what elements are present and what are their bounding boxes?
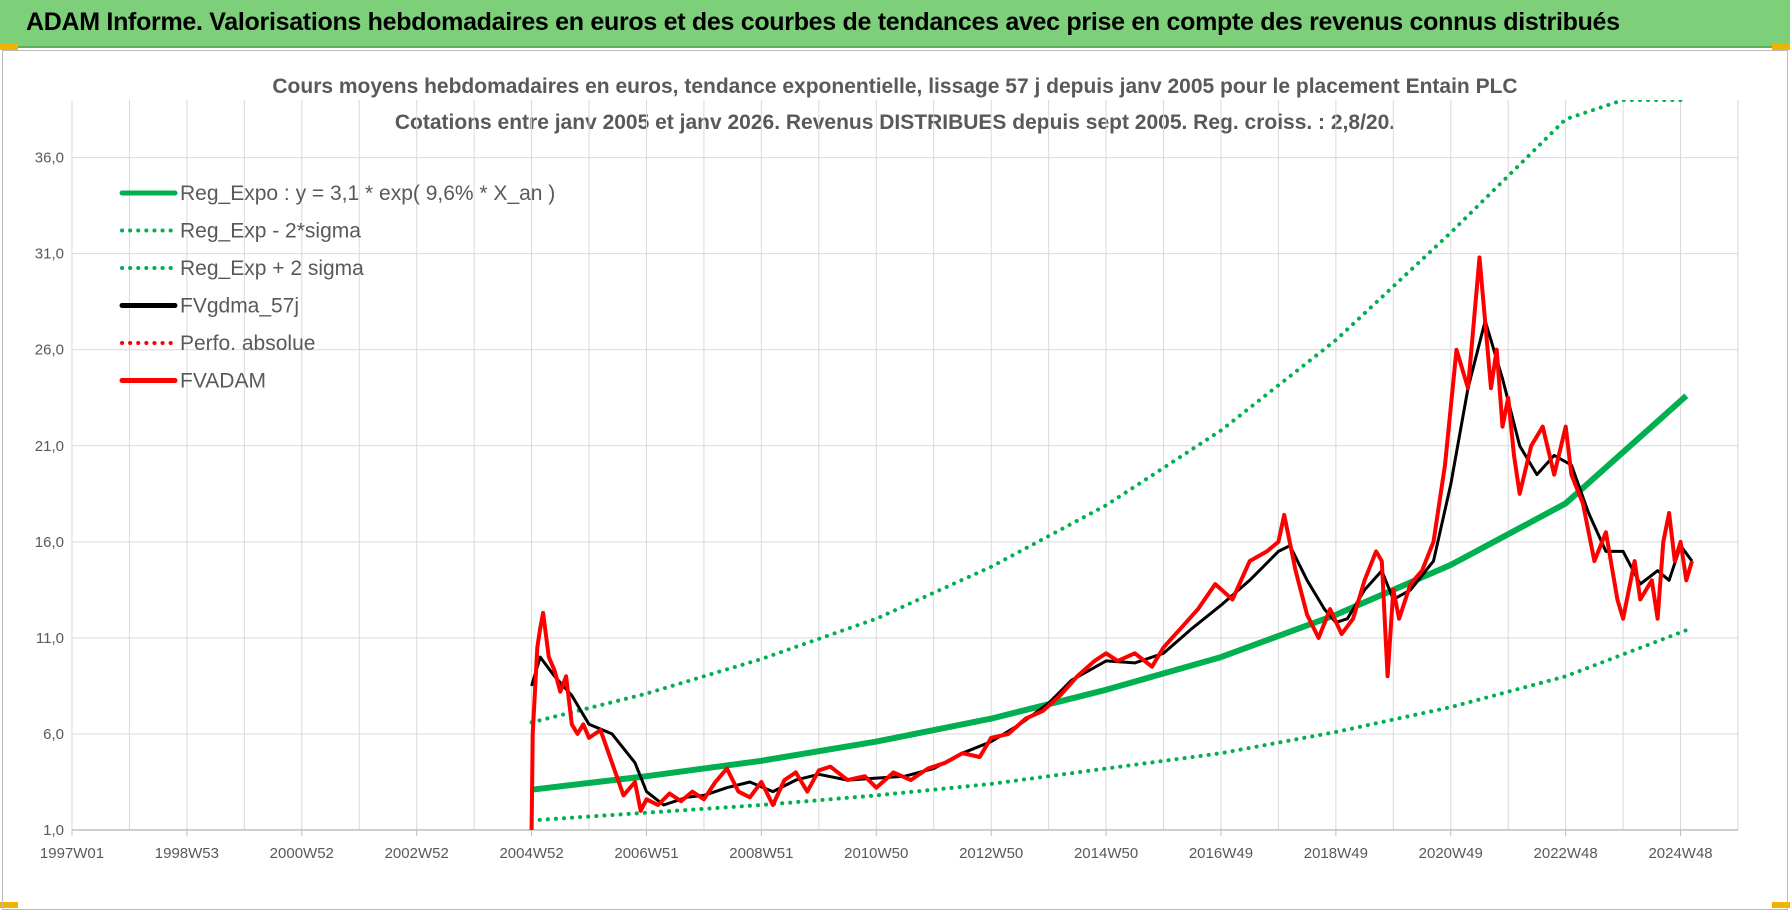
y-axis-ticks: 1,0 6,0 11,0 16,0 21,0 26,0 31,0 36,0	[35, 150, 64, 839]
x-tick-label: 2024W48	[1648, 845, 1712, 862]
x-tick-label: 2016W49	[1189, 845, 1253, 862]
legend-label: FVADAM	[180, 370, 266, 393]
corner-mark	[1772, 44, 1790, 50]
series-line-2	[529, 100, 1689, 725]
series-line-0	[531, 393, 1689, 793]
chart-subtitle: Cotations entre janv 2005 et janv 2026. …	[394, 111, 1396, 134]
legend-label: FVgdma_57j	[180, 295, 299, 318]
chart-frame	[2, 50, 1788, 910]
x-axis-ticks: 1997W01 1998W53 2000W52 2002W52 2004W52 2006W…	[40, 830, 1713, 862]
y-tick-label: 26,0	[35, 342, 64, 359]
x-tick-label: 2012W50	[959, 845, 1023, 862]
x-tick-label: 2022W48	[1534, 845, 1598, 862]
y-tick-label: 36,0	[35, 150, 64, 167]
legend: Reg_Expo : y = 3,1 * exp( 9,6% * X_an ) R…	[119, 182, 555, 393]
series-line-1	[529, 628, 1689, 823]
x-tick-label: 2002W52	[385, 845, 449, 862]
series-lines	[529, 100, 1694, 831]
x-tick-label: 2020W49	[1419, 845, 1483, 862]
y-tick-label: 21,0	[35, 438, 64, 455]
grid-lines	[71, 100, 1739, 831]
x-tick-label: 2010W50	[844, 845, 908, 862]
header-banner: ADAM Informe. Valorisations hebdomadaire…	[0, 0, 1790, 48]
x-tick-label: 2004W52	[499, 845, 563, 862]
legend-label: Perfo. absolue	[180, 332, 315, 355]
x-tick-label: 1998W53	[155, 845, 219, 862]
x-tick-label: 2008W51	[729, 845, 793, 862]
x-tick-label: 2018W49	[1304, 845, 1368, 862]
y-tick-label: 11,0	[36, 630, 64, 647]
series-line-3	[530, 319, 1694, 807]
corner-mark	[1772, 902, 1790, 908]
y-tick-label: 31,0	[35, 246, 64, 263]
y-tick-label: 16,0	[35, 534, 64, 551]
x-tick-label: 2014W50	[1074, 845, 1138, 862]
corner-mark	[0, 44, 18, 50]
x-tick-label: 2006W51	[614, 845, 678, 862]
y-tick-label: 1,0	[43, 822, 64, 839]
chart-title: Cours moyens hebdomadaires en euros, ten…	[272, 75, 1518, 98]
y-tick-label: 6,0	[43, 726, 64, 743]
x-tick-label: 2000W52	[270, 845, 334, 862]
legend-label: Reg_Expo : y = 3,1 * exp( 9,6% * X_an )	[180, 182, 555, 205]
x-tick-label: 1997W01	[40, 845, 104, 862]
corner-mark	[0, 902, 18, 908]
series-line-5	[529, 255, 1694, 831]
legend-label: Reg_Exp + 2 sigma	[180, 257, 364, 280]
legend-label: Reg_Exp - 2*sigma	[180, 220, 361, 243]
report-title: ADAM Informe. Valorisations hebdomadaire…	[26, 8, 1620, 36]
